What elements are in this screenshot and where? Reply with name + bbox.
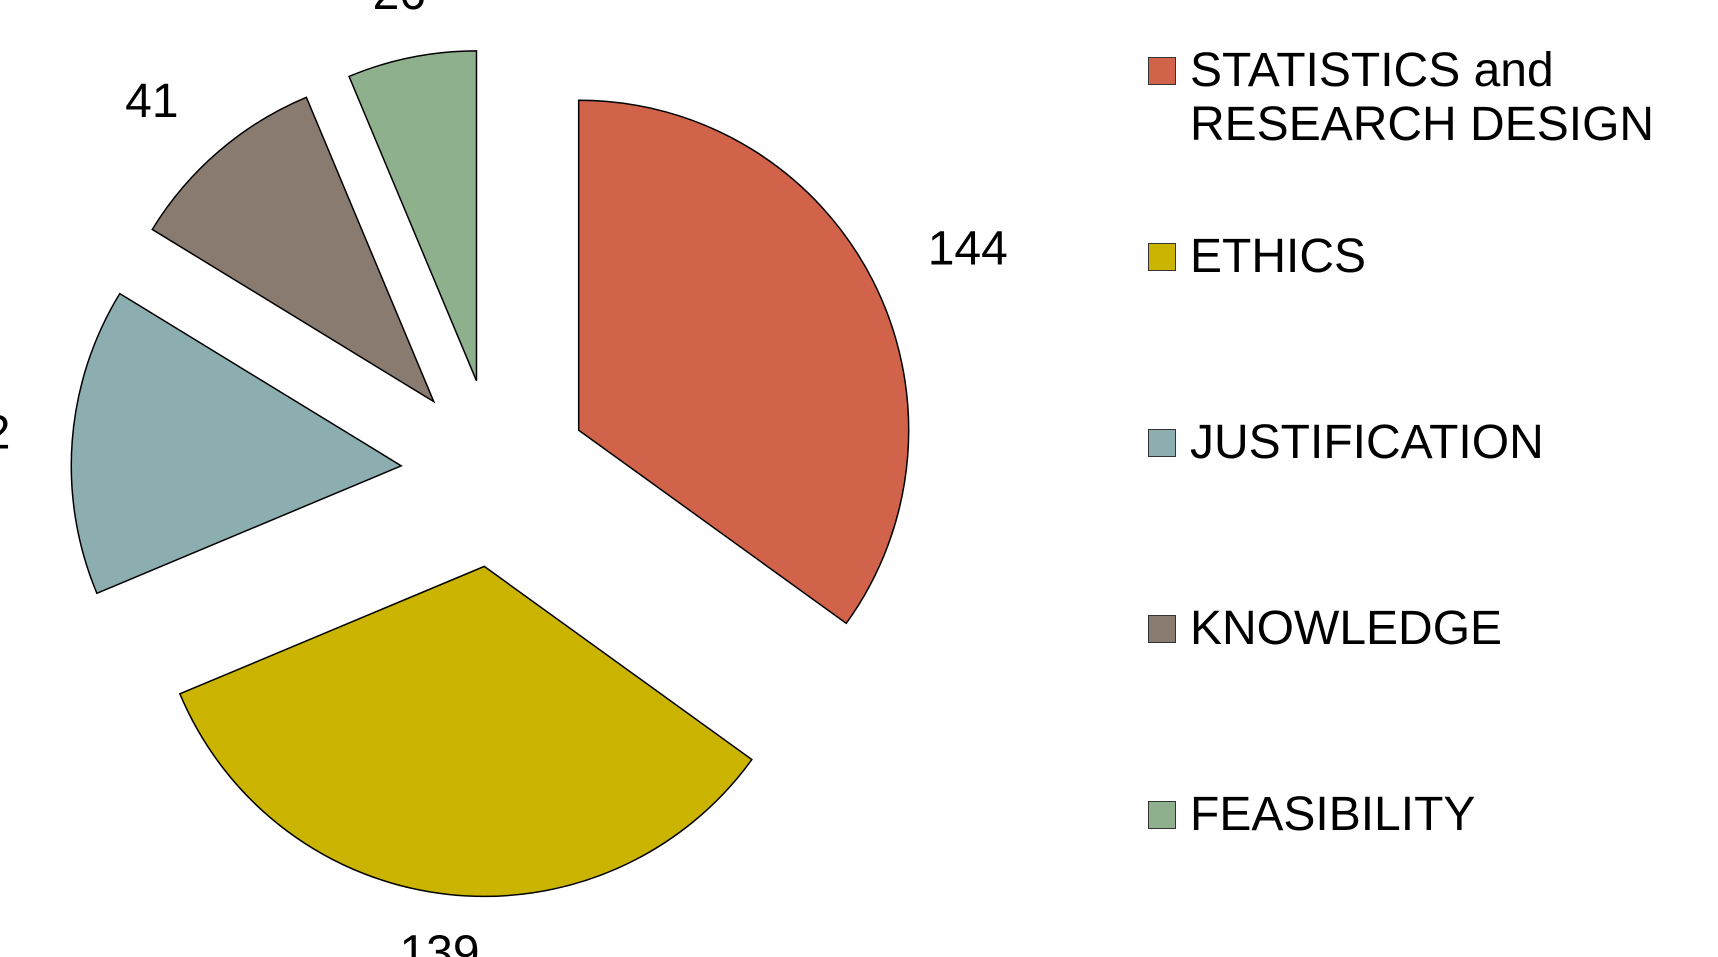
legend-label: STATISTICS and RESEARCH DESIGN bbox=[1190, 44, 1655, 151]
legend-label: JUSTIFICATION bbox=[1190, 416, 1544, 469]
data-label: 41 bbox=[125, 75, 178, 128]
legend-swatch bbox=[1148, 429, 1176, 457]
legend-item: JUSTIFICATION bbox=[1148, 416, 1718, 470]
pie-slice bbox=[178, 565, 753, 898]
data-label: 26 bbox=[373, 0, 426, 20]
pie-slice bbox=[70, 292, 403, 595]
legend-item: KNOWLEDGE bbox=[1148, 602, 1718, 656]
legend-swatch bbox=[1148, 243, 1176, 271]
legend-swatch bbox=[1148, 615, 1176, 643]
pie-slice bbox=[348, 50, 478, 382]
legend-item: FEASIBILITY bbox=[1148, 788, 1718, 842]
legend-item: ETHICS bbox=[1148, 230, 1718, 284]
legend-label: FEASIBILITY bbox=[1190, 788, 1476, 841]
legend-label: ETHICS bbox=[1190, 230, 1367, 283]
legend-item: STATISTICS and RESEARCH DESIGN bbox=[1148, 44, 1718, 152]
pie-slice bbox=[151, 96, 436, 404]
legend-swatch bbox=[1148, 57, 1176, 85]
legend-swatch bbox=[1148, 801, 1176, 829]
legend-label: KNOWLEDGE bbox=[1190, 602, 1503, 655]
data-label: 62 bbox=[0, 407, 10, 460]
data-label: 139 bbox=[399, 926, 479, 957]
data-label: 144 bbox=[928, 222, 1008, 275]
pie-slice bbox=[577, 99, 910, 625]
